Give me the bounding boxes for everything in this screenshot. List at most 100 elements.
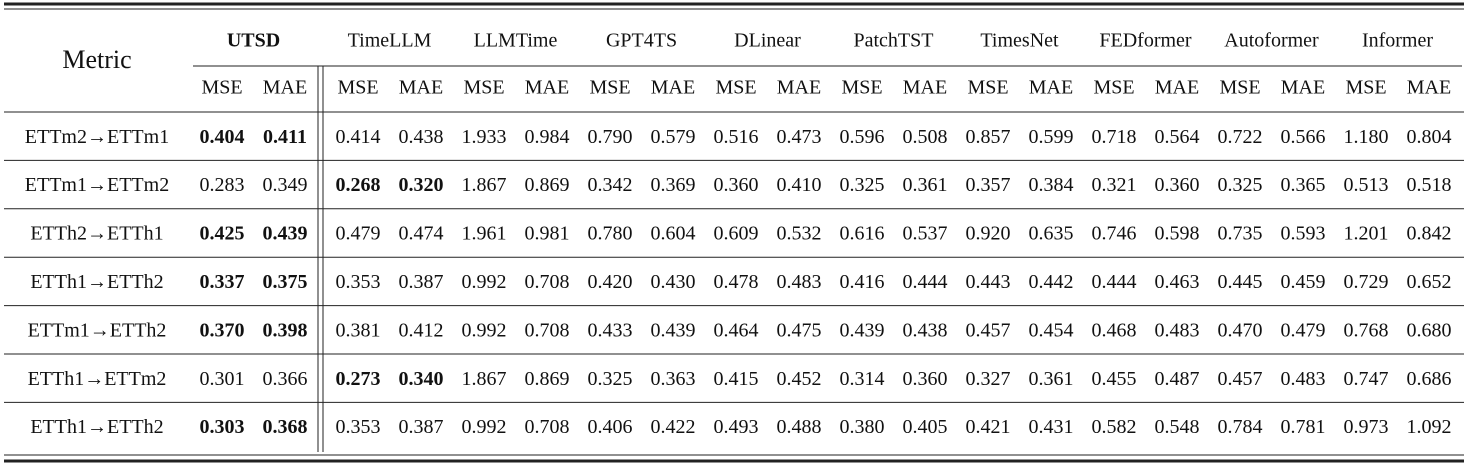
sub-header: MSE [1219, 77, 1260, 99]
cell-value: 0.325 [840, 174, 885, 196]
model-header: Autoformer [1224, 30, 1319, 52]
cell-value: 0.468 [1092, 319, 1137, 341]
cell-value: 0.593 [1281, 223, 1326, 245]
cell-value: 0.431 [1029, 416, 1074, 438]
cell-value: 0.564 [1155, 126, 1200, 148]
cell-value: 1.092 [1407, 416, 1452, 438]
model-header: TimeLLM [348, 30, 432, 52]
cell-value: 0.981 [525, 223, 570, 245]
cell-value: 0.869 [525, 174, 570, 196]
cell-value: 0.410 [777, 174, 822, 196]
cell-value: 0.459 [1281, 271, 1326, 293]
cell-value: 0.357 [966, 174, 1011, 196]
row-label: ETTm1→ETTm2 [25, 174, 169, 196]
cell-value: 0.718 [1092, 126, 1137, 148]
cell-value: 0.325 [588, 368, 633, 390]
cell-value: 0.869 [525, 368, 570, 390]
cell-value: 0.438 [903, 319, 948, 341]
cell-value: 0.780 [588, 223, 633, 245]
cell-value: 0.353 [336, 416, 381, 438]
row-label: ETTh1→ETTh2 [30, 271, 163, 293]
cell-value: 0.420 [588, 271, 633, 293]
cell-value: 0.992 [462, 319, 507, 341]
cell-value: 0.387 [399, 416, 444, 438]
cell-value: 0.439 [840, 319, 885, 341]
cell-value: 0.360 [903, 368, 948, 390]
metric-header: Metric [62, 45, 131, 74]
cell-value: 0.735 [1218, 223, 1263, 245]
sub-header: MSE [967, 77, 1008, 99]
cell-value: 0.488 [777, 416, 822, 438]
cell-value: 1.180 [1344, 126, 1389, 148]
row-label: ETTh1→ETTm2 [28, 368, 167, 390]
cell-value: 0.406 [588, 416, 633, 438]
cell-value: 0.508 [903, 126, 948, 148]
row-label: ETTm2→ETTm1 [25, 126, 169, 148]
cell-value: 0.380 [840, 416, 885, 438]
cell-value: 0.708 [525, 319, 570, 341]
cell-value: 0.598 [1155, 223, 1200, 245]
cell-value: 0.579 [651, 126, 696, 148]
sub-header: MSE [463, 77, 504, 99]
cell-value: 0.325 [1218, 174, 1263, 196]
row-label: ETTm1→ETTh2 [28, 319, 167, 341]
cell-value: 0.479 [336, 223, 381, 245]
sub-header: MAE [777, 77, 821, 99]
cell-value: 0.369 [651, 174, 696, 196]
sub-header: MSE [841, 77, 882, 99]
cell-value: 0.566 [1281, 126, 1326, 148]
cell-value: 0.443 [966, 271, 1011, 293]
cell-value: 0.984 [525, 126, 570, 148]
cell-value: 0.992 [462, 416, 507, 438]
cell-value: 0.405 [903, 416, 948, 438]
cell-value: 0.516 [714, 126, 759, 148]
cell-value: 0.652 [1407, 271, 1452, 293]
sub-header: MAE [525, 77, 569, 99]
sub-header: MSE [589, 77, 630, 99]
cell-value: 0.361 [1029, 368, 1074, 390]
cell-value: 0.493 [714, 416, 759, 438]
cell-value: 0.609 [714, 223, 759, 245]
cell-value: 0.478 [714, 271, 759, 293]
row-label: ETTh2→ETTh1 [30, 223, 163, 245]
sub-header: MAE [263, 77, 307, 99]
cell-value: 1.933 [462, 126, 507, 148]
cell-value: 0.363 [651, 368, 696, 390]
sub-header: MAE [1029, 77, 1073, 99]
cell-value: 0.464 [714, 319, 759, 341]
cell-value: 0.384 [1029, 174, 1074, 196]
cell-value: 0.327 [966, 368, 1011, 390]
cell-value: 0.361 [903, 174, 948, 196]
cell-value: 0.729 [1344, 271, 1389, 293]
cell-value: 0.414 [336, 126, 381, 148]
cell-value: 0.444 [1092, 271, 1137, 293]
cell-value: 0.537 [903, 223, 948, 245]
model-header: UTSD [227, 30, 280, 52]
cell-value: 0.439 [263, 223, 308, 245]
cell-value: 0.920 [966, 223, 1011, 245]
cell-value: 1.867 [462, 368, 507, 390]
cell-value: 0.404 [200, 126, 245, 148]
sub-header: MAE [1155, 77, 1199, 99]
cell-value: 1.961 [462, 223, 507, 245]
cell-value: 0.314 [840, 368, 885, 390]
cell-value: 0.337 [200, 271, 245, 293]
cell-value: 0.321 [1092, 174, 1137, 196]
cell-value: 0.349 [263, 174, 308, 196]
row-label: ETTh1→ETTh2 [30, 416, 163, 438]
cell-value: 0.479 [1281, 319, 1326, 341]
cell-value: 0.452 [777, 368, 822, 390]
cell-value: 1.201 [1344, 223, 1389, 245]
cell-value: 0.582 [1092, 416, 1137, 438]
cell-value: 0.857 [966, 126, 1011, 148]
cell-value: 0.768 [1344, 319, 1389, 341]
cell-value: 0.513 [1344, 174, 1389, 196]
cell-value: 0.604 [651, 223, 696, 245]
cell-value: 0.804 [1407, 126, 1452, 148]
cell-value: 0.548 [1155, 416, 1200, 438]
cell-value: 0.368 [263, 416, 308, 438]
cell-value: 0.430 [651, 271, 696, 293]
cell-value: 0.532 [777, 223, 822, 245]
cell-value: 0.483 [777, 271, 822, 293]
model-header: GPT4TS [606, 30, 677, 52]
